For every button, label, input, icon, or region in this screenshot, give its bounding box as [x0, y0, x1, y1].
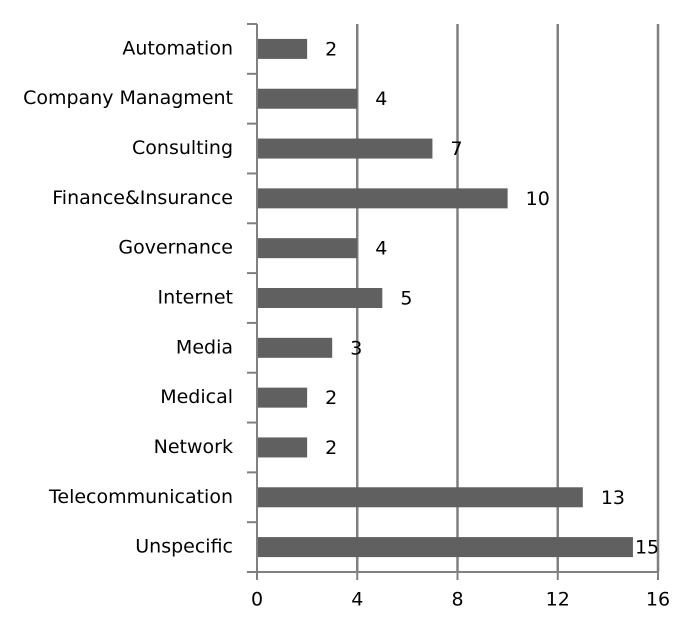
value-label-media: 3	[350, 337, 362, 359]
category-label-unspecific: Unspecific	[135, 536, 233, 558]
bar-internet	[257, 288, 383, 308]
value-label-company-managment: 4	[375, 88, 387, 110]
category-label-company-managment: Company Managment	[23, 87, 233, 109]
bar-telecommunication	[257, 487, 583, 508]
bars	[257, 38, 633, 558]
x-tick-label-8: 8	[451, 589, 463, 611]
x-tick-label-4: 4	[351, 589, 363, 611]
bar-governance	[257, 238, 358, 259]
value-label-internet: 5	[400, 288, 412, 310]
labels: Automation 2 Company Managment 4 Consulting 7…	[23, 37, 670, 610]
bar-medical	[257, 387, 308, 408]
bar-company-managment	[257, 88, 358, 109]
category-label-internet: Internet	[158, 287, 233, 309]
bar-consulting	[257, 138, 433, 159]
value-label-telecommunication: 13	[601, 487, 625, 509]
bar-unspecific	[257, 537, 633, 558]
category-label-medical: Medical	[160, 386, 233, 408]
value-label-governance: 4	[375, 238, 387, 260]
value-label-network: 2	[325, 437, 337, 459]
bar-automation	[257, 38, 308, 59]
category-label-media: Media	[176, 336, 233, 358]
category-label-consulting: Consulting	[132, 137, 233, 159]
category-label-automation: Automation	[122, 37, 233, 59]
value-label-consulting: 7	[450, 138, 462, 160]
bar-network	[257, 437, 308, 458]
category-label-network: Network	[154, 436, 233, 458]
bar-finance-insurance	[257, 188, 508, 209]
value-label-unspecific: 15	[635, 537, 659, 559]
category-label-governance: Governance	[118, 237, 233, 259]
x-tick-label-16: 16	[646, 589, 670, 611]
value-label-automation: 2	[325, 38, 337, 60]
value-label-finance-insurance: 10	[526, 188, 550, 210]
x-tick-label-12: 12	[546, 589, 570, 611]
axes	[247, 23, 659, 580]
x-tick-label-0: 0	[251, 589, 263, 611]
bar-media	[257, 337, 333, 358]
category-label-finance-insurance: Finance&Insurance	[52, 187, 233, 209]
value-label-medical: 2	[325, 387, 337, 409]
category-label-telecommunication: Telecommunication	[48, 486, 233, 508]
